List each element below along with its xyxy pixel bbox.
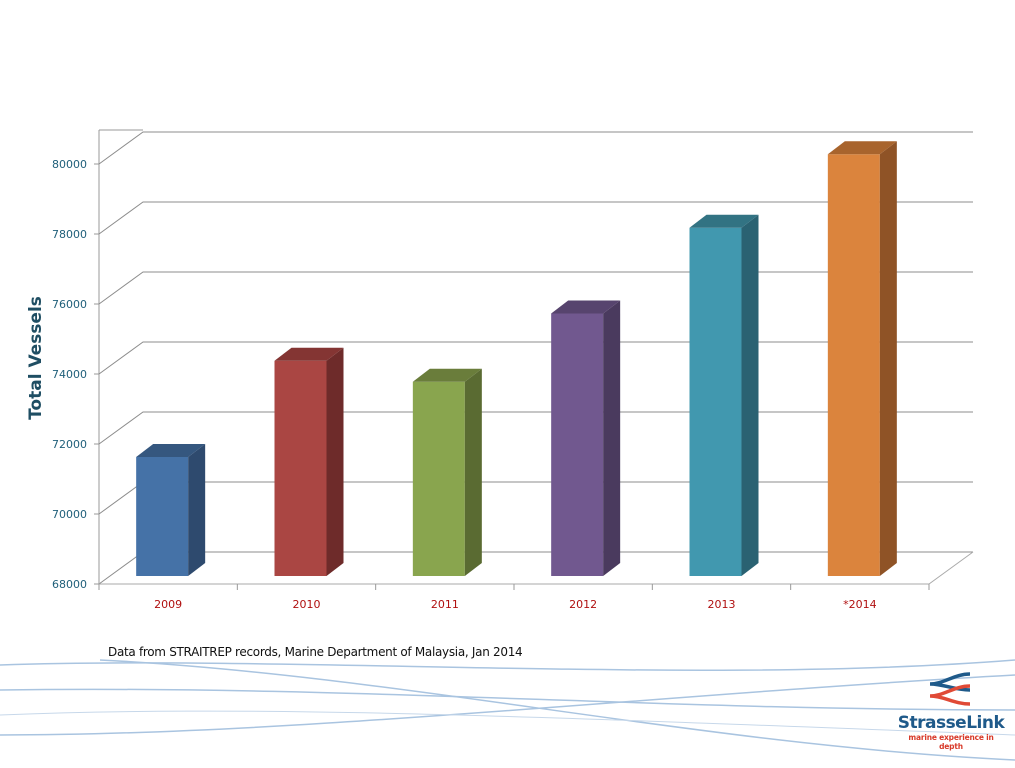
- y-tick-label: 68000: [52, 578, 87, 591]
- x-axis-ticks: 2009 2010 2011 2012 2013 *2014: [98, 584, 930, 611]
- bar-2014: [827, 141, 897, 576]
- logo-name: StrasseLink: [897, 713, 1005, 733]
- strasselink-logo: StrasseLink marine experience in depth: [896, 672, 1006, 751]
- y-tick-label: 76000: [52, 298, 87, 311]
- decorative-waves: [0, 659, 1015, 761]
- y-tick-label: 80000: [52, 158, 87, 171]
- x-tick-label: 2010: [293, 598, 321, 611]
- bar-2011: [412, 368, 482, 576]
- chart-bars: [136, 141, 897, 576]
- y-axis-label: Total Vessels: [26, 296, 46, 420]
- x-tick-label: 2011: [431, 598, 459, 611]
- y-tick-label: 78000: [52, 228, 87, 241]
- bar-2013: [689, 214, 759, 576]
- logo-tagline: marine experience in depth: [908, 733, 994, 751]
- bar-chart: 68000 70000 72000 74000 76000 78000 80000 2009…: [26, 129, 974, 611]
- x-tick-label: 2009: [154, 598, 182, 611]
- y-axis-ticks: 68000 70000 72000 74000 76000 78000 80000: [52, 158, 87, 591]
- x-tick-label: *2014: [843, 598, 877, 611]
- y-tick-label: 70000: [52, 508, 87, 521]
- source-note: Data from STRAITREP records, Marine Depa…: [108, 645, 523, 659]
- x-tick-label: 2012: [569, 598, 597, 611]
- logo-waves-icon: [929, 672, 971, 706]
- y-tick-label: 72000: [52, 438, 87, 451]
- bar-2012: [551, 300, 621, 576]
- y-tick-label: 74000: [52, 368, 87, 381]
- bar-2009: [136, 444, 206, 576]
- bar-2010: [274, 347, 344, 576]
- x-tick-label: 2013: [708, 598, 736, 611]
